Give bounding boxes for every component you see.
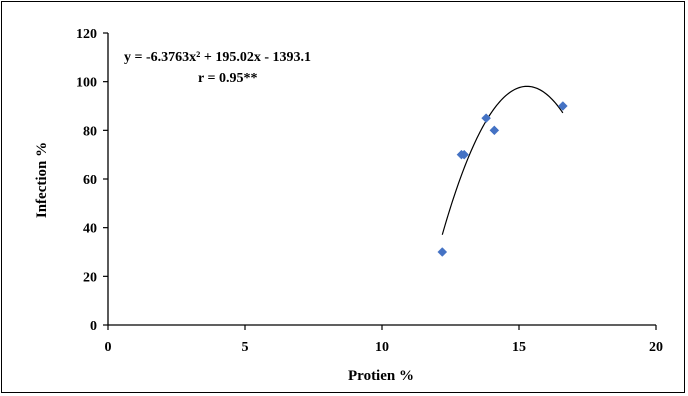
r-value-annotation: r = 0.95** — [198, 71, 257, 86]
axes — [103, 32, 657, 330]
y-tick-label: 100 — [76, 76, 97, 91]
data-point — [481, 113, 491, 124]
x-tick-label: 0 — [105, 340, 112, 355]
y-tick-label: 80 — [83, 124, 97, 139]
data-point — [489, 125, 500, 136]
x-axis-title: Protien % — [348, 368, 414, 384]
x-tick-label: 5 — [242, 340, 249, 355]
y-axis-title: Infection % — [34, 142, 50, 218]
x-tick-label: 15 — [512, 340, 526, 355]
data-point — [557, 101, 568, 111]
y-tick-label: 0 — [90, 319, 97, 334]
data-points — [437, 101, 568, 257]
x-tick-labels: 0 5 10 15 20 — [105, 340, 664, 355]
x-tick-label: 20 — [649, 340, 663, 355]
trendline — [441, 85, 564, 235]
y-tick-label: 20 — [83, 270, 97, 285]
y-tick-label: 60 — [83, 173, 97, 188]
y-tick-label: 120 — [76, 27, 97, 42]
x-tick-label: 10 — [375, 340, 389, 355]
data-point — [437, 247, 448, 257]
y-tick-labels: 0 20 40 60 80 100 120 — [76, 27, 97, 334]
y-tick-label: 40 — [83, 222, 97, 237]
data-point — [459, 149, 470, 160]
equation-annotation: y = -6.3763x² + 195.02x - 1393.1 — [124, 50, 311, 65]
